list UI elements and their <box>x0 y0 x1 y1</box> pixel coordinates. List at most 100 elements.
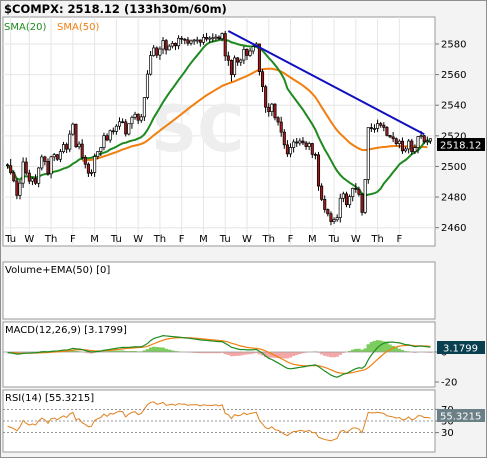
price-bar-body <box>21 161 25 184</box>
price-bar-body <box>220 33 224 40</box>
macd-value-label: 3.1799 <box>443 344 478 355</box>
price-bar <box>9 158 13 175</box>
time-tick-label: Th <box>153 234 166 245</box>
price-bar <box>124 119 128 137</box>
price-bar-body <box>295 141 299 144</box>
time-tick-label: W <box>24 234 34 245</box>
price-bar <box>223 30 227 61</box>
price-bar <box>366 127 370 184</box>
price-bar-body <box>229 59 233 75</box>
price-bar-body <box>214 36 218 39</box>
price-bar <box>357 186 361 197</box>
price-bar-body <box>320 185 324 200</box>
price-bar-body <box>136 113 140 121</box>
price-bar-body <box>226 55 230 61</box>
price-tick-label: 2540 <box>441 101 466 112</box>
price-bar-body <box>37 167 41 184</box>
price-bar <box>394 137 398 146</box>
price-bar-body <box>58 151 62 160</box>
price-bar-body <box>341 193 345 199</box>
price-bar-body <box>86 163 90 174</box>
price-bar-body <box>379 123 383 126</box>
price-bar-body <box>93 156 97 173</box>
price-axis: 2580 2560 2540 2520 2500 2480 2460 <box>435 39 466 234</box>
rsi-label: RSI(14) [55.3215] <box>5 393 94 404</box>
price-bar <box>43 155 47 166</box>
sma50-path <box>81 67 428 162</box>
time-tick-label: W <box>133 234 143 245</box>
price-bar <box>369 123 373 132</box>
price-bar <box>136 113 140 125</box>
price-bar-body <box>316 154 321 187</box>
time-axis: Tu W Th F M Tu W Th F M Tu W Th F M Tu W Th F <box>4 234 402 245</box>
price-bar <box>152 45 156 57</box>
price-bar <box>351 187 355 202</box>
price-bar-body <box>369 127 373 129</box>
price-bar-body <box>68 133 72 150</box>
price-bar-body <box>288 147 293 155</box>
price-bar <box>133 111 137 120</box>
volume-plot-area <box>2 261 436 320</box>
price-bar-body <box>198 39 202 43</box>
price-bar <box>183 37 187 45</box>
price-bar-body <box>422 135 426 143</box>
price-bar-body <box>105 135 109 141</box>
price-bar-body <box>186 39 190 44</box>
price-bar-body <box>428 138 432 142</box>
price-bar-body <box>161 40 165 50</box>
sma50-legend: SMA(50) <box>57 22 99 33</box>
price-bar-body <box>338 197 342 218</box>
price-bar-body <box>416 136 420 148</box>
price-bar <box>173 42 177 51</box>
macd-plot-area <box>2 321 436 388</box>
macd-signal-path <box>7 337 431 374</box>
price-bar-body <box>65 144 69 150</box>
price-bar-body <box>211 37 215 40</box>
price-bar <box>77 141 81 150</box>
price-bar <box>354 183 358 193</box>
price-bar <box>270 102 274 117</box>
price-bar <box>161 37 165 55</box>
price-bar-body <box>257 43 261 73</box>
price-bar-body <box>55 154 59 160</box>
price-bar <box>15 178 19 200</box>
time-tick-label: W <box>351 234 361 245</box>
price-bar <box>86 162 90 178</box>
macd-value-marker <box>437 341 485 354</box>
price-bar <box>186 36 190 46</box>
price-bar-body <box>177 37 181 47</box>
rsi-path <box>7 401 431 442</box>
price-bar-body <box>77 143 81 148</box>
price-bar <box>80 139 84 161</box>
price-bar-body <box>52 154 56 158</box>
time-tick-label: Tu <box>219 234 231 245</box>
price-bar <box>388 134 392 139</box>
price-bar <box>404 146 408 153</box>
price-bar-body <box>205 37 209 40</box>
price-bar <box>273 103 277 121</box>
price-bar-body <box>180 37 184 40</box>
trendline <box>227 30 425 136</box>
price-bar <box>40 154 44 171</box>
price-bar-body <box>127 123 131 135</box>
price-tick-label: 2480 <box>441 193 466 204</box>
price-bar-body <box>12 172 16 182</box>
price-bar-body <box>208 37 212 40</box>
price-bar-body <box>149 55 153 75</box>
price-bar <box>295 137 299 148</box>
price-bar <box>220 32 224 42</box>
price-bar <box>189 39 193 46</box>
price-bar <box>307 141 311 151</box>
rsi-line <box>7 401 431 442</box>
sma50-line <box>81 67 428 162</box>
price-bar <box>332 217 336 224</box>
price-bar <box>177 35 181 50</box>
price-bar-body <box>27 172 31 182</box>
price-bar <box>410 138 414 155</box>
price-bar <box>12 170 16 183</box>
price-bar <box>198 39 202 47</box>
price-bar <box>74 123 78 149</box>
price-bar <box>142 97 146 121</box>
time-tick-label: F <box>288 234 294 245</box>
